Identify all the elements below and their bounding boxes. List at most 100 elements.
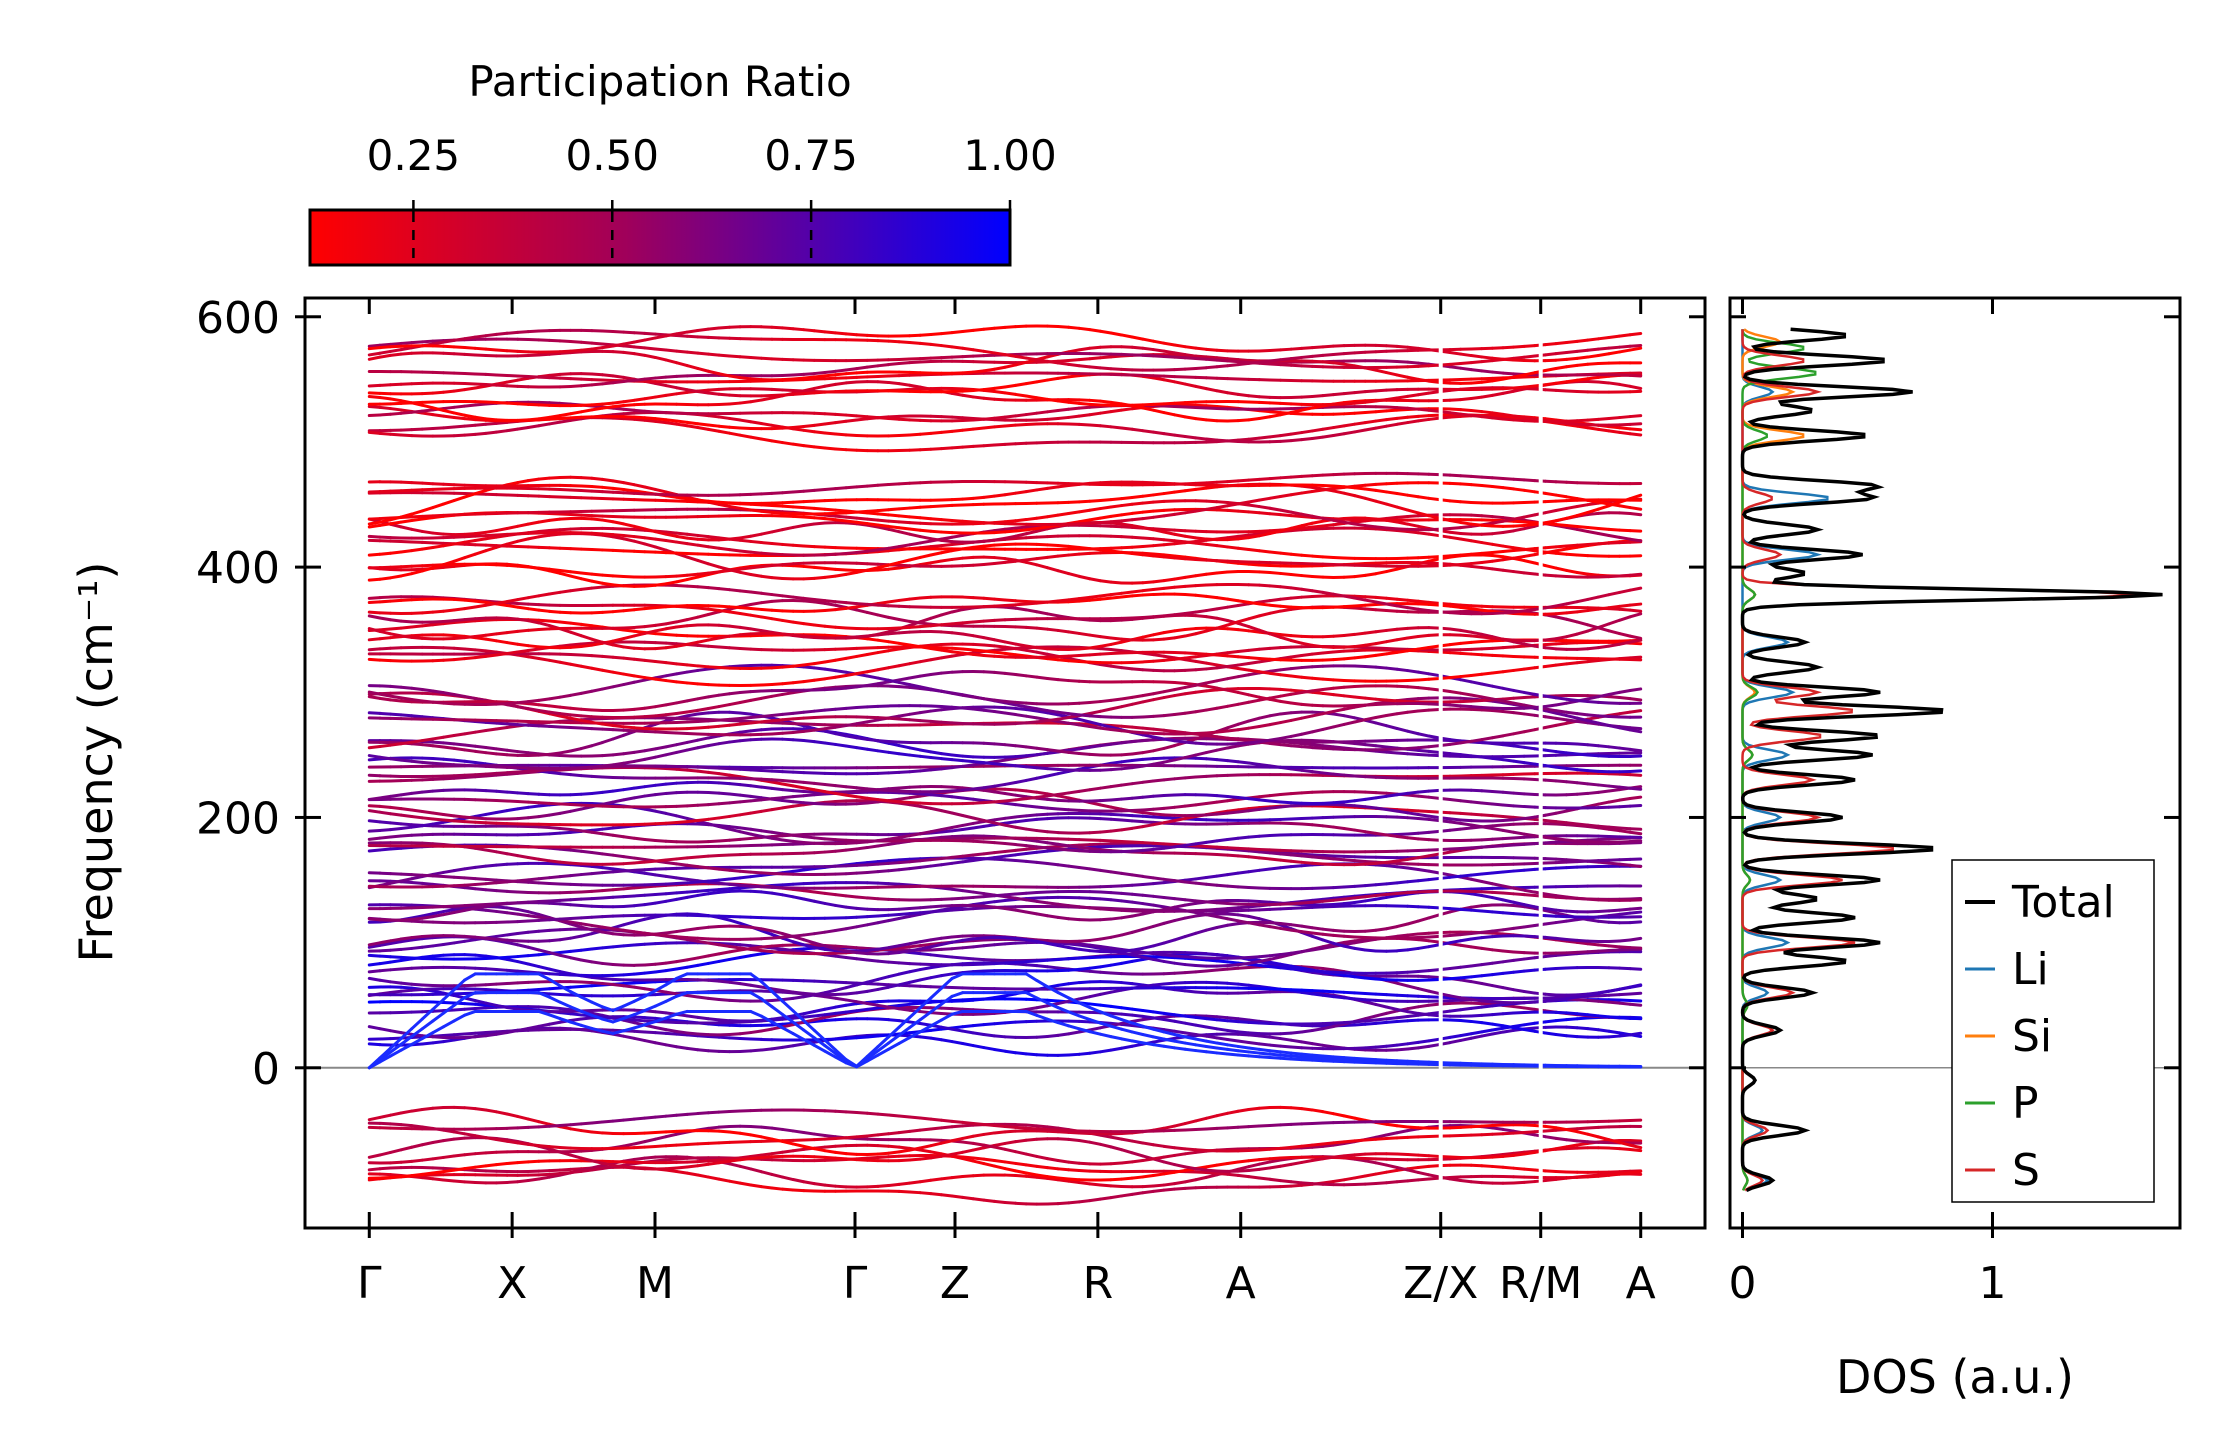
band-line-segment bbox=[1300, 990, 1314, 996]
band-line-segment bbox=[865, 862, 880, 867]
band-line-segment bbox=[1310, 1027, 1325, 1033]
band-line-segment bbox=[855, 1035, 869, 1040]
band-line-segment bbox=[1257, 867, 1272, 872]
band-line-segment bbox=[992, 1158, 1007, 1164]
band-line-segment bbox=[1278, 1184, 1293, 1189]
band-line-segment bbox=[1014, 1125, 1028, 1130]
band-line-segment bbox=[526, 856, 541, 861]
band-line-segment bbox=[516, 816, 530, 821]
band-line-segment bbox=[1406, 1165, 1420, 1171]
band-line-segment bbox=[1077, 980, 1092, 985]
band-line-segment bbox=[1056, 794, 1071, 800]
band-line-segment bbox=[664, 839, 679, 844]
band-line-segment bbox=[611, 963, 626, 967]
band-line-segment bbox=[1331, 933, 1346, 938]
band-line-segment bbox=[982, 840, 996, 845]
band-line-segment bbox=[1077, 1139, 1092, 1144]
band-line-segment bbox=[1003, 906, 1018, 912]
band-line-segment bbox=[865, 800, 880, 805]
band-line-segment bbox=[473, 1134, 488, 1140]
band-line-segment bbox=[1596, 1135, 1611, 1142]
band-line-segment bbox=[992, 1145, 1007, 1151]
band-line-segment bbox=[431, 1139, 445, 1145]
band-line-segment bbox=[1586, 942, 1600, 947]
band-line-segment bbox=[939, 861, 954, 867]
band-line-segment bbox=[1469, 1124, 1484, 1129]
band-line-segment bbox=[1024, 817, 1039, 822]
band-line-segment bbox=[950, 1025, 965, 1030]
band-line-segment bbox=[823, 799, 837, 804]
band-line-segment bbox=[781, 989, 795, 994]
band-line-segment bbox=[1024, 959, 1039, 964]
band-line-segment bbox=[833, 1150, 848, 1156]
band-line-segment bbox=[1194, 881, 1208, 886]
band-line-segment bbox=[632, 1116, 647, 1121]
band-line-segment bbox=[1459, 1036, 1473, 1042]
band-line-segment bbox=[1120, 813, 1134, 818]
band-line-segment bbox=[1427, 869, 1441, 875]
band-line-segment bbox=[1141, 944, 1155, 950]
band-line-segment bbox=[1374, 882, 1388, 887]
band-line-segment bbox=[367, 1025, 382, 1031]
band-line-segment bbox=[1162, 842, 1177, 847]
band-line-segment bbox=[833, 1109, 848, 1114]
band-line-segment bbox=[1247, 1158, 1261, 1163]
band-line-segment bbox=[1130, 957, 1145, 963]
band-line-segment bbox=[1618, 938, 1632, 943]
band-line-segment bbox=[1204, 1173, 1219, 1179]
band-line-segment bbox=[463, 934, 477, 939]
band-line-segment bbox=[600, 1015, 615, 1020]
band-line-segment bbox=[653, 1144, 668, 1148]
band-line-segment bbox=[420, 1041, 435, 1046]
band-line-segment bbox=[643, 859, 657, 864]
band-line-segment bbox=[1501, 836, 1516, 841]
band-line-segment bbox=[1162, 813, 1177, 817]
band-line-segment bbox=[537, 928, 551, 933]
band-line-segment bbox=[410, 1158, 424, 1163]
band-line-segment bbox=[653, 858, 668, 863]
band-line-segment bbox=[1459, 1006, 1473, 1012]
band-line-segment bbox=[1236, 848, 1251, 853]
band-line-segment bbox=[1141, 811, 1155, 816]
band-line-segment bbox=[420, 934, 435, 938]
band-line-segment bbox=[1459, 873, 1473, 878]
band-line-segment bbox=[526, 815, 541, 820]
band-line-segment bbox=[664, 1168, 679, 1173]
band-line-segment bbox=[1014, 941, 1028, 945]
band-line-segment bbox=[696, 888, 710, 893]
band-line-segment bbox=[1321, 856, 1335, 861]
band-line-segment bbox=[1490, 971, 1505, 977]
band-line-segment bbox=[1395, 834, 1410, 840]
band-line-segment bbox=[558, 847, 573, 852]
band-line-segment bbox=[537, 1120, 551, 1126]
band-line-segment bbox=[717, 1177, 732, 1183]
band-line-segment bbox=[1247, 807, 1261, 813]
band-line-segment bbox=[1098, 829, 1113, 834]
band-line-segment bbox=[1522, 934, 1537, 939]
band-line-segment bbox=[537, 948, 551, 955]
band-line-segment bbox=[1141, 893, 1155, 898]
band-line-segment bbox=[1194, 1127, 1208, 1131]
band-line-segment bbox=[388, 989, 403, 994]
band-line-segment bbox=[537, 899, 551, 904]
band-line-segment bbox=[1151, 1183, 1166, 1188]
band-line-segment bbox=[1522, 815, 1537, 821]
band-line-segment bbox=[1077, 1181, 1092, 1186]
band-line-segment bbox=[1469, 823, 1484, 829]
band-line-segment bbox=[1416, 905, 1431, 909]
band-line-segment bbox=[547, 898, 562, 903]
band-line-segment bbox=[770, 987, 784, 993]
band-line-segment bbox=[558, 1123, 573, 1127]
band-line-segment bbox=[918, 1156, 933, 1161]
band-line-segment bbox=[1480, 893, 1494, 900]
band-line-segment bbox=[1109, 1046, 1124, 1052]
band-line-segment bbox=[399, 833, 414, 838]
band-line-segment bbox=[1014, 1169, 1028, 1175]
band-line-segment bbox=[1024, 859, 1039, 864]
band-line-segment bbox=[1300, 948, 1314, 954]
band-line-segment bbox=[982, 900, 996, 905]
band-line-segment bbox=[833, 903, 848, 909]
band-line-segment bbox=[1512, 988, 1526, 994]
band-line-segment bbox=[1067, 1160, 1081, 1165]
band-line-segment bbox=[770, 796, 784, 801]
